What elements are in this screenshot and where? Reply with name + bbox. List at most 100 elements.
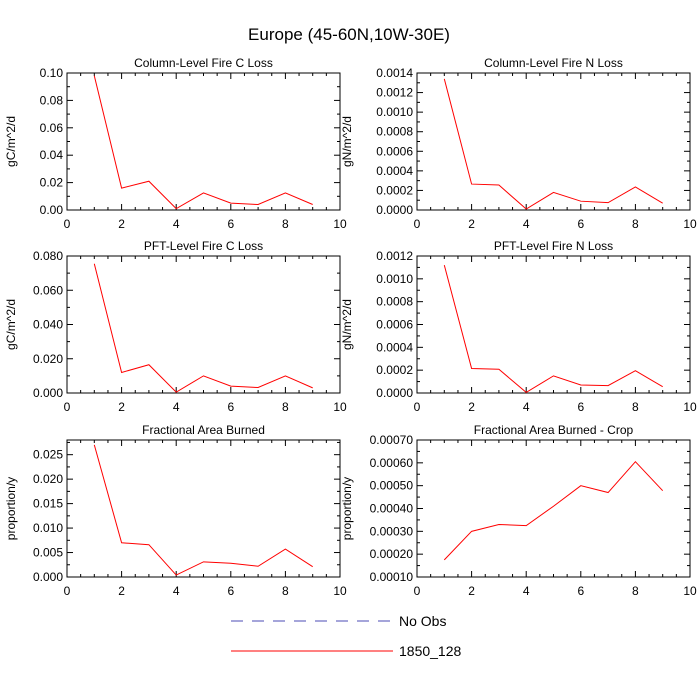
y-tick-label: 0.0004 <box>376 340 413 354</box>
y-tick-label: 0.060 <box>33 283 63 297</box>
x-tick-label: 8 <box>632 217 639 231</box>
y-tick-label: 0.010 <box>33 521 63 535</box>
x-tick-label: 6 <box>227 400 234 414</box>
y-tick-label: 0.04 <box>40 148 64 162</box>
x-tick-label: 10 <box>683 400 697 414</box>
y-tick-label: 0.0004 <box>376 164 413 178</box>
series-line <box>93 444 313 576</box>
y-tick-label: 0.020 <box>33 352 63 366</box>
y-tick-label: 0.0008 <box>376 125 413 139</box>
plot-frame <box>416 72 691 211</box>
y-tick-label: 0.0008 <box>376 295 413 309</box>
x-tick-label: 2 <box>118 584 125 598</box>
y-tick-label: 0.020 <box>33 472 63 486</box>
y-tick-label: 0.00030 <box>370 524 414 538</box>
x-tick-label: 0 <box>414 400 421 414</box>
chart-panel: 0 2 4 6 8 10 0.000 0.020 0.040 0.060 0.080 PFT-Leve… <box>4 239 347 414</box>
x-tick-label: 4 <box>523 584 530 598</box>
chart-panel: 0 2 4 6 8 10 0.0000 0.0002 0.0004 0.0006 0.0008 0.0… <box>340 239 697 414</box>
x-tick-label: 2 <box>118 400 125 414</box>
x-tick-label: 8 <box>632 584 639 598</box>
series-line <box>443 78 663 210</box>
series-line <box>93 263 313 393</box>
x-tick-label: 0 <box>414 217 421 231</box>
y-tick-label: 0.0002 <box>376 183 413 197</box>
x-tick-label: 8 <box>632 400 639 414</box>
x-tick-label: 4 <box>173 400 180 414</box>
y-axis-label: gN/m^2/d <box>340 116 354 167</box>
chart-panel: 0 2 4 6 8 10 0.000 0.005 0.010 0.015 0.020 0.025 Fra… <box>4 423 347 598</box>
x-tick-label: 8 <box>282 584 289 598</box>
figure-title: Europe (45-60N,10W-30E) <box>248 25 450 44</box>
series-line <box>443 460 664 561</box>
x-tick-label: 8 <box>282 217 289 231</box>
y-tick-label: 0.00070 <box>370 433 414 447</box>
x-tick-label: 6 <box>577 584 584 598</box>
series-line <box>443 265 663 394</box>
legend-label: No Obs <box>399 613 446 629</box>
panel-title: Fractional Area Burned <box>142 423 265 437</box>
chart-panel: 0 2 4 6 8 10 0.00 0.02 0.04 0.06 0.08 0.10 Column-Le… <box>4 56 347 231</box>
y-tick-label: 0.06 <box>40 121 64 135</box>
y-tick-label: 0.0012 <box>376 86 413 100</box>
x-tick-label: 10 <box>333 584 347 598</box>
x-tick-label: 10 <box>683 217 697 231</box>
y-tick-label: 0.00040 <box>370 502 414 516</box>
y-axis-label: proportion/y <box>4 477 18 540</box>
y-axis-label: proportion/y <box>340 477 354 540</box>
y-tick-label: 0.10 <box>40 66 64 80</box>
y-tick-label: 0.080 <box>33 249 63 263</box>
panel-title: Column-Level Fire N Loss <box>484 56 623 70</box>
y-tick-label: 0.000 <box>33 570 63 584</box>
x-tick-label: 4 <box>523 217 530 231</box>
y-tick-label: 0.0012 <box>376 249 413 263</box>
panel-title: PFT-Level Fire N Loss <box>494 239 613 253</box>
chart-panel: 0 2 4 6 8 10 0.00010 0.00020 0.00030 0.00040 0.000… <box>340 423 697 598</box>
y-tick-label: 0.005 <box>33 546 63 560</box>
y-tick-label: 0.0000 <box>376 386 413 400</box>
x-tick-label: 10 <box>333 217 347 231</box>
y-tick-label: 0.0000 <box>376 203 413 217</box>
y-tick-label: 0.015 <box>33 497 63 511</box>
x-tick-label: 2 <box>468 400 475 414</box>
x-tick-label: 2 <box>468 584 475 598</box>
y-tick-label: 0.08 <box>40 93 64 107</box>
x-tick-label: 0 <box>64 584 71 598</box>
series-line <box>93 75 313 210</box>
x-tick-label: 4 <box>173 217 180 231</box>
chart-panel: 0 2 4 6 8 10 0.0000 0.0002 0.0004 0.0006 0.0008 0.0… <box>340 56 697 231</box>
y-axis-label: gC/m^2/d <box>4 116 18 167</box>
plot-frame <box>66 439 341 578</box>
y-tick-label: 0.00 <box>40 203 64 217</box>
y-axis-label: gC/m^2/d <box>4 299 18 350</box>
x-tick-label: 10 <box>333 400 347 414</box>
y-tick-label: 0.000 <box>33 386 63 400</box>
x-tick-label: 6 <box>227 217 234 231</box>
x-tick-label: 2 <box>468 217 475 231</box>
panel-title: Column-Level Fire C Loss <box>134 56 273 70</box>
x-tick-label: 0 <box>414 584 421 598</box>
y-tick-label: 0.025 <box>33 448 63 462</box>
y-tick-label: 0.00050 <box>370 479 414 493</box>
y-tick-label: 0.00060 <box>370 456 414 470</box>
y-tick-label: 0.0006 <box>376 318 413 332</box>
y-tick-label: 0.0010 <box>376 272 413 286</box>
y-tick-label: 0.00010 <box>370 570 414 584</box>
x-tick-label: 0 <box>64 400 71 414</box>
plot-frame <box>66 255 341 394</box>
y-tick-label: 0.02 <box>40 176 64 190</box>
y-tick-label: 0.040 <box>33 318 63 332</box>
plot-frame <box>416 255 691 394</box>
x-tick-label: 4 <box>523 400 530 414</box>
legend-label: 1850_128 <box>399 643 462 659</box>
x-tick-label: 6 <box>577 217 584 231</box>
x-tick-label: 8 <box>282 400 289 414</box>
legend: No Obs 1850_128 <box>231 613 462 659</box>
y-tick-label: 0.0002 <box>376 363 413 377</box>
x-tick-label: 10 <box>683 584 697 598</box>
y-tick-label: 0.0010 <box>376 105 413 119</box>
x-tick-label: 0 <box>64 217 71 231</box>
x-tick-label: 2 <box>118 217 125 231</box>
plot-frame <box>66 72 341 211</box>
